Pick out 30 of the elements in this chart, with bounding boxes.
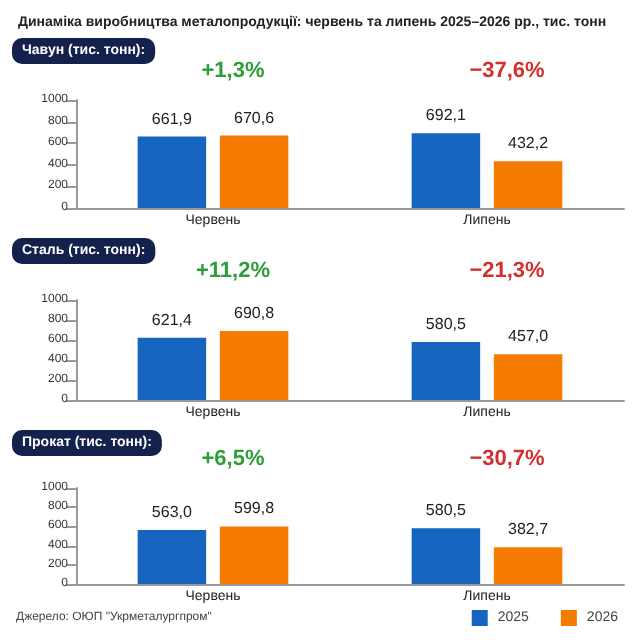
data-label: 599,8 — [234, 499, 276, 518]
data-label: 457,0 — [508, 327, 550, 346]
data-label: 382,7 — [508, 520, 550, 539]
bar — [219, 330, 289, 400]
bar — [219, 135, 289, 208]
data-label: 690,8 — [234, 303, 276, 322]
bar — [137, 136, 207, 208]
data-label: 661,9 — [151, 109, 194, 128]
text: −30,7% — [469, 447, 546, 471]
text: +1,3% — [201, 59, 265, 83]
text: +6,5% — [201, 447, 265, 471]
data-label: 432,2 — [508, 134, 550, 153]
text: +11,2% — [195, 259, 271, 283]
bar — [411, 341, 481, 400]
data-label: 580,5 — [425, 314, 468, 333]
bar — [411, 133, 481, 208]
text: −21,3% — [469, 259, 546, 283]
data-label: 621,4 — [151, 310, 194, 329]
data-label: 670,6 — [234, 108, 276, 127]
bar — [411, 528, 481, 584]
data-label: 580,5 — [425, 501, 468, 520]
bar — [137, 337, 207, 400]
bar — [493, 354, 563, 400]
data-label: 692,1 — [425, 106, 468, 125]
bar — [137, 529, 207, 584]
text: −37,6% — [469, 59, 546, 83]
bar — [219, 526, 289, 584]
bar — [493, 161, 563, 208]
bar — [493, 547, 563, 584]
data-label: 563,0 — [151, 502, 194, 521]
